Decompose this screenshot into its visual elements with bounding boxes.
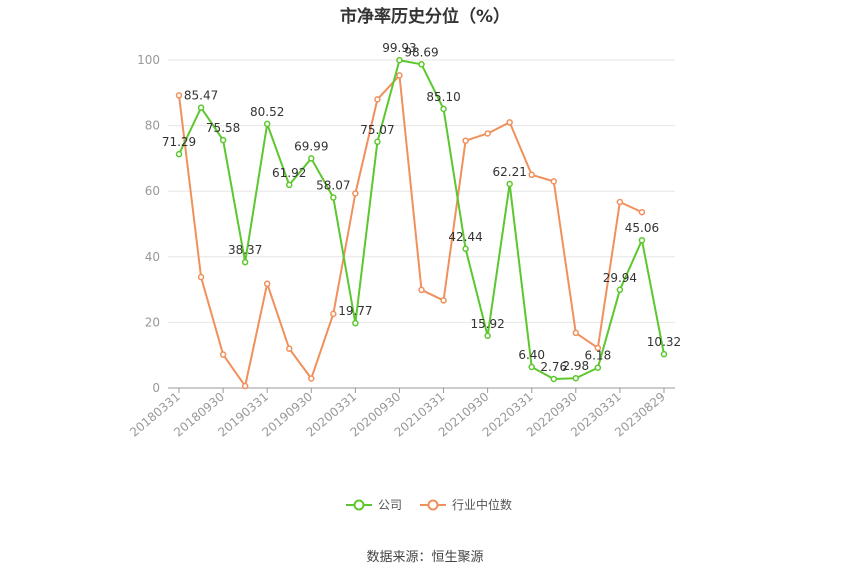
data-point-industry <box>241 382 249 390</box>
legend-label-company: 公司 <box>378 498 403 512</box>
series-line-industry <box>178 74 643 388</box>
data-point-company <box>175 150 183 158</box>
data-point-industry <box>616 198 624 206</box>
data-point-company <box>484 332 491 340</box>
data-point-industry <box>175 92 183 99</box>
data-point-company <box>241 258 249 266</box>
data-point-company <box>219 136 227 144</box>
data-point-company <box>572 374 580 382</box>
data-point-industry <box>374 96 381 103</box>
data-point-company <box>374 138 381 146</box>
data-point-industry <box>440 297 447 304</box>
legend-item-company[interactable]: 公司 <box>346 496 402 513</box>
data-point-company <box>285 181 293 189</box>
y-tick-label: 40 <box>145 250 160 264</box>
data-point-industry <box>330 310 337 318</box>
data-label: 71.29 <box>162 135 196 149</box>
data-point-industry <box>197 273 205 281</box>
data-point-industry <box>484 130 491 137</box>
data-point-company <box>594 364 602 371</box>
data-point-industry <box>572 329 580 337</box>
data-label: 42.44 <box>448 230 482 244</box>
data-point-industry <box>638 208 646 216</box>
chart-legend: 公司 行业中位数 <box>346 496 530 513</box>
data-point-industry <box>219 351 227 358</box>
data-point-industry <box>506 119 513 126</box>
chart-title: 市净率历史分位（%） <box>339 7 511 27</box>
data-point-company <box>550 375 558 383</box>
data-point-industry <box>594 344 602 352</box>
data-point-industry <box>352 190 359 197</box>
data-point-company <box>462 245 469 253</box>
data-label: 10.32 <box>647 335 681 349</box>
data-point-industry <box>396 72 403 79</box>
data-label: 69.99 <box>294 139 328 153</box>
data-point-company <box>616 286 624 294</box>
data-label: 15.92 <box>470 317 504 331</box>
data-point-company <box>263 120 271 128</box>
data-point-company <box>197 104 205 111</box>
data-label: 99.93 <box>382 41 416 55</box>
data-point-company <box>660 350 668 358</box>
data-point-company <box>506 180 513 188</box>
data-point-company <box>308 155 315 162</box>
data-label: 2.98 <box>562 359 589 373</box>
data-label: 19.77 <box>338 304 372 318</box>
data-label: 98.69 <box>404 45 438 59</box>
y-tick-label: 60 <box>145 184 160 198</box>
data-point-industry <box>285 345 293 352</box>
data-point-company <box>352 319 359 327</box>
data-label: 62.21 <box>492 165 526 179</box>
data-label: 61.92 <box>272 166 306 180</box>
data-point-company <box>418 61 425 68</box>
legend-marker-company-icon <box>346 499 372 510</box>
y-tick-label: 100 <box>137 53 160 67</box>
data-point-company <box>396 56 403 64</box>
data-label: 75.07 <box>360 123 394 137</box>
data-point-industry <box>308 375 315 382</box>
data-point-industry <box>418 286 425 294</box>
legend-label-industry-median: 行业中位数 <box>452 498 513 512</box>
data-label: 2.76 <box>540 360 567 374</box>
data-point-company <box>440 105 447 113</box>
y-tick-label: 0 <box>152 381 160 395</box>
y-tick-label: 20 <box>145 315 160 329</box>
data-label: 80.52 <box>250 105 284 119</box>
data-point-company <box>528 363 535 371</box>
data-label: 6.40 <box>518 348 545 362</box>
data-label: 6.18 <box>584 349 611 363</box>
data-label: 75.58 <box>206 121 240 135</box>
data-label: 45.06 <box>625 221 659 235</box>
data-source: 数据来源：恒生聚源 <box>366 550 484 565</box>
data-point-industry <box>528 171 535 179</box>
data-point-company <box>638 236 646 244</box>
data-label: 38.37 <box>228 243 262 257</box>
data-label: 85.10 <box>426 90 460 104</box>
data-point-industry <box>462 137 469 144</box>
data-label: 85.47 <box>184 89 218 103</box>
data-label: 29.94 <box>603 271 637 285</box>
data-point-industry <box>550 178 558 185</box>
data-point-company <box>330 194 337 201</box>
legend-item-industry-median[interactable]: 行业中位数 <box>420 496 512 513</box>
legend-marker-industry-icon <box>420 499 447 510</box>
data-point-industry <box>263 280 271 287</box>
data-label: 58.07 <box>316 179 350 193</box>
y-tick-label: 80 <box>145 119 160 133</box>
